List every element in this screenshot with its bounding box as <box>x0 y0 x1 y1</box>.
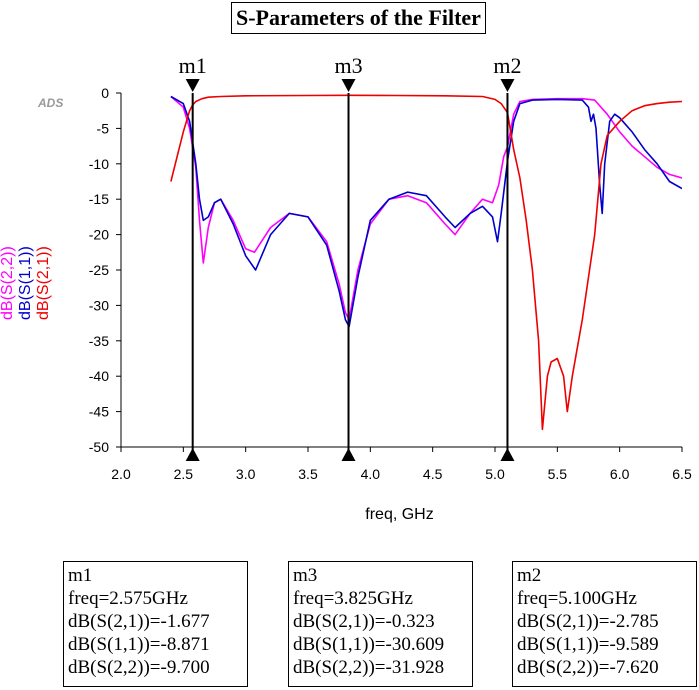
y-tick-label: 0 <box>101 85 109 101</box>
x-tick-label: 3.5 <box>298 466 318 482</box>
legend-entry: dB(S(1,1)) <box>17 246 34 320</box>
marker-readout-s11: dB(S(1,1))=-9.589 <box>517 634 659 655</box>
legend-entry: dB(S(2,1)) <box>35 246 52 320</box>
marker-readout-name: m2 <box>517 565 542 586</box>
legend-entry: dB(S(2,2)) <box>0 246 16 320</box>
x-tick-label: 6.0 <box>610 466 630 482</box>
x-tick-label: 4.5 <box>423 466 443 482</box>
marker-readout-m2: m2 freq=5.100GHz dB(S(2,1))=-2.785 dB(S(… <box>512 561 697 687</box>
marker-readout-s22: dB(S(2,2))=-9.700 <box>68 657 210 678</box>
marker-readout-m3: m3 freq=3.825GHz dB(S(2,1))=-0.323 dB(S(… <box>288 561 473 687</box>
marker-readout-freq: freq=3.825GHz <box>293 588 413 609</box>
x-tick-label: 4.0 <box>361 466 381 482</box>
sparameter-chart: ADS 0 -5 -10 -15 -20 -25 -30 -35 -40 -45 -502.0 2.5… <box>0 53 692 523</box>
marker-top-triangle <box>500 79 515 92</box>
marker-readout-name: m3 <box>293 565 318 586</box>
x-tick-label: 5.0 <box>485 466 505 482</box>
series-line <box>170 94 682 431</box>
marker-bottom-triangle <box>341 448 356 461</box>
y-tick-label: -15 <box>89 191 109 207</box>
marker-readout-s11: dB(S(1,1))=-8.871 <box>68 634 210 655</box>
marker-bottom-triangle <box>500 448 515 461</box>
x-tick-label: 3.0 <box>236 466 256 482</box>
y-tick-label: -50 <box>89 439 109 455</box>
y-tick-label: -25 <box>89 262 109 278</box>
marker-top-triangle <box>185 79 200 92</box>
marker-readout-s21: dB(S(2,1))=-0.323 <box>293 611 435 632</box>
x-tick-label: 2.5 <box>174 466 194 482</box>
x-tick-label: 2.0 <box>111 466 131 482</box>
marker-label: m1 <box>179 53 207 78</box>
y-tick-label: -45 <box>89 404 109 420</box>
marker-label: m2 <box>493 53 521 78</box>
chart-title: S-Parameters of the Filter <box>231 2 486 34</box>
x-tick-label: 6.5 <box>672 466 692 482</box>
marker-label: m3 <box>334 53 362 78</box>
series-line <box>170 95 682 328</box>
marker-readout-s11: dB(S(1,1))=-30.609 <box>293 634 445 655</box>
y-tick-label: -40 <box>89 368 109 384</box>
ads-label: ADS <box>37 96 63 110</box>
y-tick-label: -5 <box>97 120 110 136</box>
x-axis-title: freq, GHz <box>365 506 433 523</box>
y-tick-label: -20 <box>89 227 109 243</box>
x-tick-label: 5.5 <box>548 466 568 482</box>
marker-readout-s21: dB(S(2,1))=-1.677 <box>68 611 210 632</box>
series-line <box>170 95 682 321</box>
marker-top-triangle <box>341 79 356 92</box>
marker-readout-freq: freq=2.575GHz <box>68 588 188 609</box>
marker-readout-freq: freq=5.100GHz <box>517 588 637 609</box>
y-tick-label: -10 <box>89 156 109 172</box>
marker-readout-s21: dB(S(2,1))=-2.785 <box>517 611 659 632</box>
marker-bottom-triangle <box>185 448 200 461</box>
y-tick-label: -30 <box>89 297 109 313</box>
marker-readout-m1: m1 freq=2.575GHz dB(S(2,1))=-1.677 dB(S(… <box>63 561 248 687</box>
marker-readout-s22: dB(S(2,2))=-31.928 <box>293 657 445 678</box>
marker-readout-s22: dB(S(2,2))=-7.620 <box>517 657 659 678</box>
y-tick-label: -35 <box>89 333 109 349</box>
marker-readout-name: m1 <box>68 565 93 586</box>
